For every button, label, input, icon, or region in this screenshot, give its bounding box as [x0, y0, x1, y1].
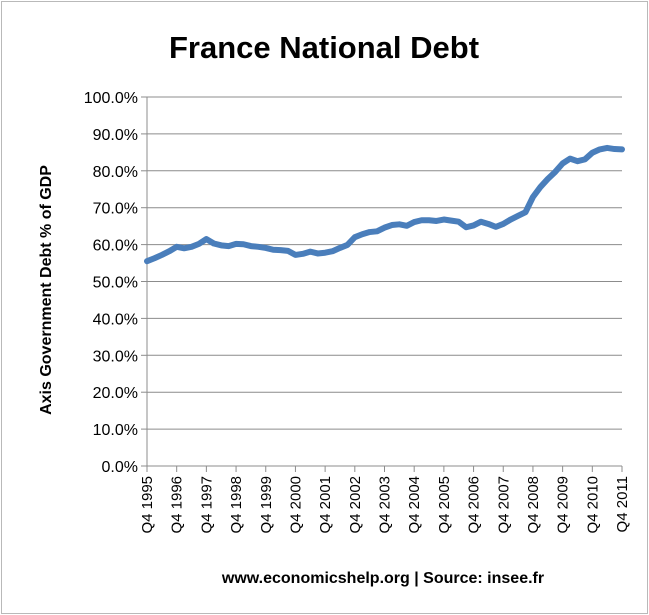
y-tick-label: 30.0% — [93, 348, 138, 365]
y-tick-label: 40.0% — [93, 311, 138, 328]
x-tick-label: Q4 2004 — [406, 476, 423, 534]
x-tick-label: Q4 2003 — [377, 476, 394, 534]
x-tick-label: Q4 1998 — [228, 476, 245, 534]
y-tick-label: 100.0% — [84, 90, 138, 107]
x-axis-label: www.economicshelp.org | Source: insee.fr — [221, 570, 544, 587]
chart-title: France National Debt — [169, 30, 479, 65]
x-tick-label: Q4 2002 — [347, 476, 364, 534]
y-tick-label: 20.0% — [93, 385, 138, 402]
y-tick-label: 80.0% — [93, 164, 138, 181]
x-tick-label: Q4 1996 — [169, 476, 186, 534]
y-tick-label: 70.0% — [93, 201, 138, 218]
x-tick-label: Q4 1999 — [258, 476, 275, 534]
gridlines — [141, 96, 622, 467]
x-tick-label: Q4 1995 — [139, 476, 156, 534]
axes — [146, 97, 623, 472]
y-tick-label: 90.0% — [93, 127, 138, 144]
x-tick-label: Q4 2005 — [436, 476, 453, 534]
y-tick-labels: 0.0% 10.0% 20.0% 30.0% 40.0% 50.0% 60.0% 70.0% 8… — [84, 90, 138, 476]
y-tick-label: 60.0% — [93, 238, 138, 255]
x-tick-label: Q4 2000 — [287, 476, 304, 534]
series-group — [144, 144, 625, 265]
y-axis-label: Axis Government Debt % of GDP — [38, 165, 55, 415]
y-tick-label: 10.0% — [93, 422, 138, 439]
x-tick-labels: Q4 1995 Q4 1996 Q4 1997 Q4 1998 Q4 1999 Q4 20… — [139, 476, 631, 534]
x-tick-label: Q4 2007 — [495, 476, 512, 534]
x-tick-label: Q4 2009 — [555, 476, 572, 534]
x-tick-label: Q4 2011 — [614, 476, 631, 532]
x-tick-label: Q4 2010 — [584, 476, 601, 534]
series-line-debt — [144, 144, 625, 265]
x-tick-label: Q4 2001 — [317, 476, 334, 534]
x-tick-label: Q4 2008 — [525, 476, 542, 534]
y-tick-label: 0.0% — [102, 459, 138, 476]
x-tick-label: Q4 1997 — [198, 476, 215, 534]
x-tick-label: Q4 2006 — [466, 476, 483, 534]
y-tick-label: 50.0% — [93, 275, 138, 292]
